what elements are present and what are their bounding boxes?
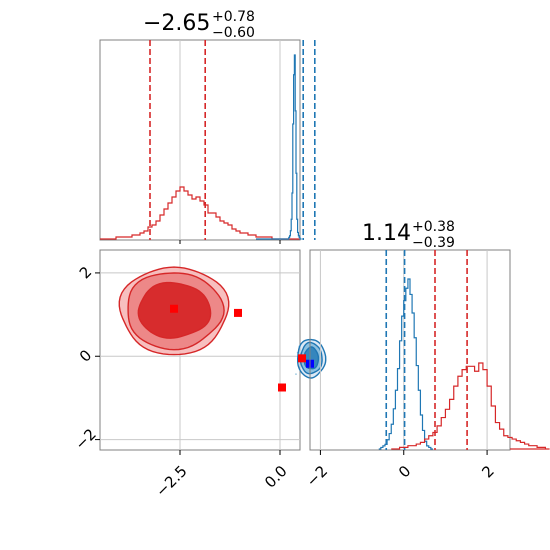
marginal-x-title-value: −2.65 bbox=[143, 11, 210, 36]
marginal-x-title-minus: −0.60 bbox=[212, 25, 255, 41]
joint-scatter-point-blue bbox=[295, 373, 297, 376]
marginal-y-title-plus: +0.38 bbox=[412, 219, 455, 235]
marginal-y-histograms bbox=[378, 278, 550, 450]
joint-marker-red bbox=[234, 308, 242, 317]
marginal-x-histograms bbox=[100, 54, 302, 240]
joint-marker-red bbox=[278, 383, 286, 392]
marginal-y-title: 1.14 +0.38 −0.39 bbox=[362, 219, 455, 251]
marginal-y-tick-label: 2 bbox=[478, 462, 497, 481]
marginal-y-title-value: 1.14 bbox=[362, 221, 411, 246]
joint-x-tick-label: −2.5 bbox=[152, 462, 190, 500]
marginal-x-ticks bbox=[179, 240, 281, 244]
marginal-x-title-plus: +0.78 bbox=[212, 9, 255, 25]
marginal-y-ticks: −2 0 2 bbox=[303, 450, 498, 490]
marginal-y-grid bbox=[319, 250, 488, 450]
joint-y-tick-label: 2 bbox=[76, 263, 95, 282]
marginal-y-histogram-red bbox=[391, 362, 550, 450]
marginal-x-frame bbox=[99, 39, 301, 241]
marginal-y-title-minus: −0.39 bbox=[412, 235, 455, 251]
marginal-y-panel: −2 0 2 bbox=[303, 249, 550, 490]
joint-y-tick-label: −2 bbox=[71, 425, 99, 453]
marginal-x-panel bbox=[99, 39, 316, 244]
marginal-y-quantile-lines bbox=[385, 250, 468, 450]
joint-contours bbox=[118, 266, 327, 379]
marginal-x-histogram-blue bbox=[256, 54, 302, 240]
joint-x-tick-label: 0.0 bbox=[261, 462, 291, 492]
joint-panel: −2.5 0.0 2 0 −2 bbox=[71, 249, 327, 501]
marginal-x-histogram-red bbox=[100, 186, 300, 240]
marginal-x-title: −2.65 +0.78 −0.60 bbox=[143, 9, 255, 41]
marginal-x-grid bbox=[179, 40, 281, 240]
joint-marker-red bbox=[298, 354, 306, 363]
joint-y-tick-label: 0 bbox=[76, 346, 95, 365]
marginal-y-tick-label: −2 bbox=[303, 462, 331, 490]
marginal-x-quantile-lines bbox=[149, 40, 316, 240]
joint-marker-red bbox=[170, 304, 178, 313]
marginal-y-histogram-blue bbox=[378, 278, 433, 450]
marginal-y-frame bbox=[309, 249, 511, 451]
marginal-y-tick-label: 0 bbox=[395, 462, 414, 481]
